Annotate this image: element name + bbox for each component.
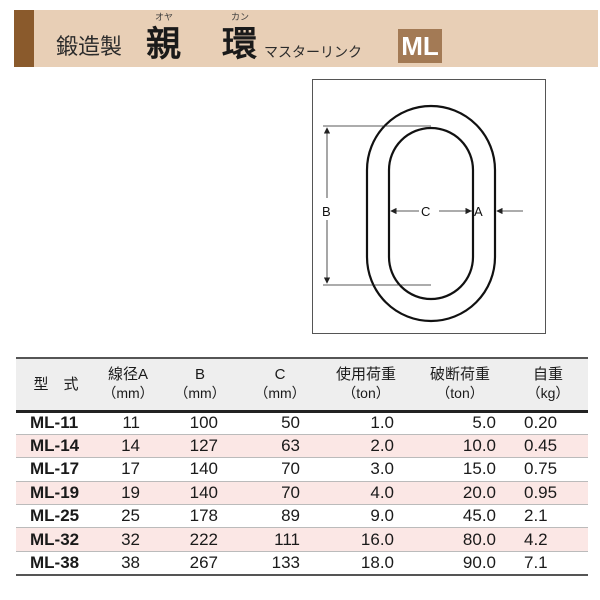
table-row: ML-19 19 140 70 4.0 20.0 0.95	[16, 481, 588, 506]
dim-a-label: A	[474, 204, 483, 219]
header-diameter-a: 線径A （mm）	[96, 357, 160, 413]
cell-diameter-a: 38	[96, 551, 160, 576]
dim-b-label: B	[322, 204, 331, 219]
title-ruby-2: カン	[231, 13, 250, 23]
title-subtitle: マスターリンク	[264, 45, 362, 61]
spec-table: 型 式 線径A （mm） B （mm） C （mm） 使用荷重 （ton） 破断荷重 （t…	[16, 357, 588, 576]
cell-c: 63	[240, 434, 320, 459]
cell-c: 70	[240, 481, 320, 506]
cell-model: ML-14	[16, 434, 96, 459]
cell-weight: 0.20	[508, 411, 588, 435]
cell-working-load: 18.0	[320, 551, 412, 576]
cell-diameter-a: 11	[96, 411, 160, 435]
cell-model: ML-32	[16, 527, 96, 552]
table-row: ML-32 32 222 111 16.0 80.0 4.2	[16, 527, 588, 552]
cell-working-load: 9.0	[320, 504, 412, 529]
cell-c: 70	[240, 457, 320, 482]
header-b: B （mm）	[160, 357, 240, 413]
banner-accent-stripe	[14, 10, 34, 67]
cell-weight: 0.45	[508, 434, 588, 459]
table-row: ML-17 17 140 70 3.0 15.0 0.75	[16, 457, 588, 482]
cell-diameter-a: 32	[96, 527, 160, 552]
cell-weight: 7.1	[508, 551, 588, 576]
cell-b: 178	[160, 504, 240, 529]
dim-c-label: C	[421, 204, 430, 219]
header-weight: 自重 （kg）	[508, 357, 588, 413]
spec-table-container: 型 式 線径A （mm） B （mm） C （mm） 使用荷重 （ton） 破断荷重 （t…	[16, 357, 588, 576]
table-row: ML-25 25 178 89 9.0 45.0 2.1	[16, 504, 588, 529]
link-inner-outline	[387, 126, 475, 301]
cell-model: ML-38	[16, 551, 96, 576]
cell-model: ML-25	[16, 504, 96, 529]
title-banner: 鍛造製 オヤ 親 カン 環 マスターリンク ML	[14, 10, 598, 67]
cell-b: 100	[160, 411, 240, 435]
cell-working-load: 1.0	[320, 411, 412, 435]
header-c: C （mm）	[240, 357, 320, 413]
cell-model: ML-11	[16, 411, 96, 435]
table-row: ML-14 14 127 63 2.0 10.0 0.45	[16, 434, 588, 459]
cell-breaking-load: 15.0	[412, 457, 508, 482]
title-prefix: 鍛造製	[56, 35, 123, 60]
title-char-1: 親	[146, 24, 182, 65]
cell-breaking-load: 45.0	[412, 504, 508, 529]
table-row: ML-11 11 100 50 1.0 5.0 0.20	[16, 411, 588, 435]
cell-diameter-a: 25	[96, 504, 160, 529]
cell-c: 50	[240, 411, 320, 435]
cell-weight: 0.95	[508, 481, 588, 506]
title-char-2: 環	[222, 24, 258, 65]
cell-working-load: 4.0	[320, 481, 412, 506]
cell-weight: 4.2	[508, 527, 588, 552]
cell-model: ML-17	[16, 457, 96, 482]
cell-diameter-a: 14	[96, 434, 160, 459]
table-header-row: 型 式 線径A （mm） B （mm） C （mm） 使用荷重 （ton） 破断荷重 （t…	[16, 357, 588, 413]
cell-breaking-load: 5.0	[412, 411, 508, 435]
header-working-load: 使用荷重 （ton）	[320, 357, 412, 413]
cell-working-load: 3.0	[320, 457, 412, 482]
link-outer-outline	[365, 104, 497, 323]
cell-diameter-a: 17	[96, 457, 160, 482]
cell-weight: 2.1	[508, 504, 588, 529]
cell-c: 111	[240, 527, 320, 552]
cell-breaking-load: 10.0	[412, 434, 508, 459]
cell-weight: 0.75	[508, 457, 588, 482]
master-link-diagram: B C A	[312, 79, 546, 334]
cell-working-load: 16.0	[320, 527, 412, 552]
cell-c: 89	[240, 504, 320, 529]
master-link-drawing: B C A	[322, 104, 523, 323]
cell-working-load: 2.0	[320, 434, 412, 459]
cell-breaking-load: 90.0	[412, 551, 508, 576]
header-model: 型 式	[16, 357, 96, 413]
table-row: ML-38 38 267 133 18.0 90.0 7.1	[16, 551, 588, 576]
cell-breaking-load: 80.0	[412, 527, 508, 552]
cell-c: 133	[240, 551, 320, 576]
cell-b: 140	[160, 457, 240, 482]
cell-model: ML-19	[16, 481, 96, 506]
cell-b: 127	[160, 434, 240, 459]
title-ruby-1: オヤ	[155, 13, 174, 23]
header-breaking-load: 破断荷重 （ton）	[412, 357, 508, 413]
cell-b: 267	[160, 551, 240, 576]
cell-b: 222	[160, 527, 240, 552]
model-badge: ML	[398, 29, 442, 63]
cell-b: 140	[160, 481, 240, 506]
cell-breaking-load: 20.0	[412, 481, 508, 506]
cell-diameter-a: 19	[96, 481, 160, 506]
